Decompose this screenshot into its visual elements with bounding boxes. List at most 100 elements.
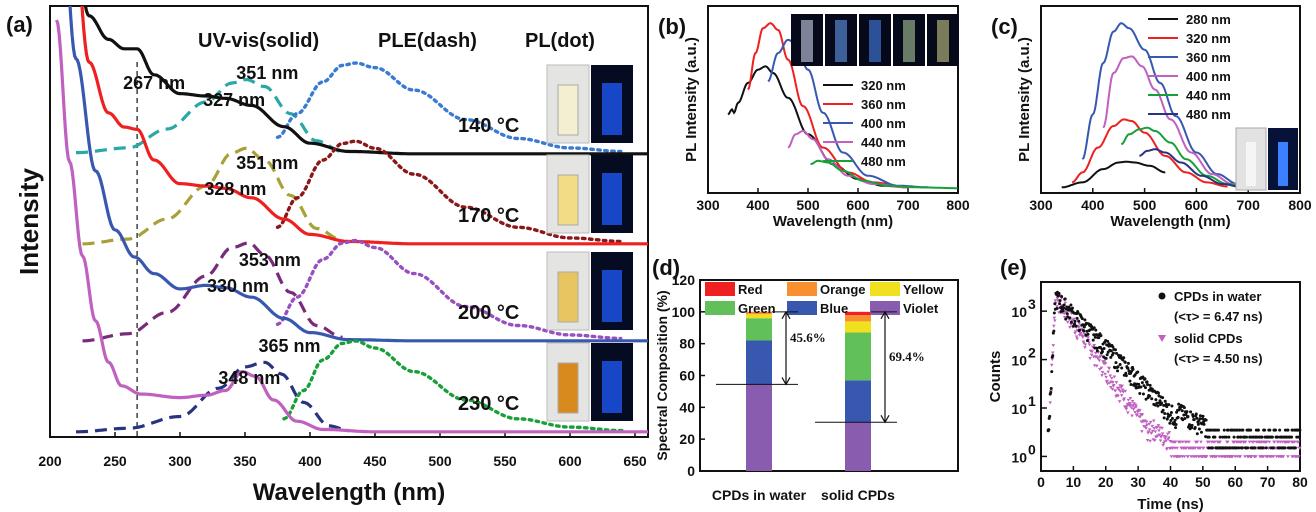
data-point [1165, 447, 1170, 451]
data-point [1286, 455, 1290, 459]
data-point [1145, 380, 1149, 384]
data-point [1239, 435, 1243, 439]
data-point [1126, 366, 1130, 370]
y-axis-label: Counts [987, 351, 1004, 403]
data-point [1186, 415, 1190, 419]
y-tick-label: 10 [1011, 353, 1027, 369]
data-point [1161, 443, 1165, 447]
legend-label: Green [738, 301, 776, 316]
peak-annotation: 353 nm [239, 250, 301, 270]
data-point [1296, 440, 1301, 444]
data-point [1069, 320, 1073, 324]
data-point [1221, 435, 1225, 439]
x-tick-label: 300 [168, 453, 192, 469]
data-point [1111, 345, 1115, 349]
data-point [1109, 355, 1113, 359]
legend-label: 440 nm [1186, 88, 1231, 103]
y-tick-label: 40 [679, 399, 695, 415]
data-point [1130, 414, 1134, 418]
x-tick-label: 80 [1292, 474, 1308, 490]
data-point [1063, 301, 1068, 305]
data-point [1103, 372, 1107, 376]
data-point [1089, 353, 1094, 357]
data-point [1133, 403, 1138, 407]
data-point [1140, 430, 1144, 434]
vial-liquid [557, 174, 579, 226]
x-tick-label: 50 [1195, 474, 1211, 490]
data-point [1141, 392, 1145, 396]
data-point [1128, 379, 1132, 383]
data-point [1125, 405, 1129, 409]
header-ple: PLE(dash) [378, 30, 477, 52]
peak-annotation: 351 nm [236, 153, 298, 173]
data-point [1085, 339, 1089, 343]
peak-annotation: 365 nm [259, 336, 321, 356]
data-point [1213, 440, 1217, 444]
peak-annotation: 330 nm [207, 276, 269, 296]
data-point [1143, 419, 1147, 423]
legend-label: CPDs in water [1174, 289, 1261, 304]
data-point [1087, 343, 1092, 347]
data-point [1209, 428, 1213, 432]
vial-glow [602, 361, 622, 413]
data-point [1128, 402, 1132, 406]
data-point [1156, 391, 1160, 395]
legend-label: 360 nm [861, 97, 906, 112]
data-point [1081, 335, 1085, 339]
data-point [1112, 375, 1117, 379]
ple-curve [76, 360, 350, 434]
data-point [1183, 417, 1187, 421]
data-point [1104, 375, 1108, 379]
legend-marker [1158, 292, 1166, 300]
data-point [1095, 364, 1099, 368]
data-point [1293, 446, 1297, 450]
data-point [1052, 316, 1057, 320]
data-point [1218, 440, 1222, 444]
data-point [1247, 440, 1252, 444]
data-point [1165, 432, 1170, 436]
data-point [1286, 446, 1290, 450]
data-point [1195, 416, 1199, 420]
data-point [1139, 385, 1143, 389]
data-point [1267, 440, 1272, 444]
data-point [1110, 376, 1114, 380]
data-point [1092, 333, 1096, 337]
x-tick-label: 250 [103, 453, 127, 469]
data-point [1065, 312, 1069, 316]
data-point [1075, 316, 1079, 320]
data-point [1102, 347, 1106, 351]
data-point [1082, 329, 1086, 333]
data-point [1271, 446, 1275, 450]
vial-glow [602, 270, 622, 322]
data-point [1062, 312, 1066, 316]
data-point [1088, 356, 1092, 360]
data-point [1249, 455, 1254, 459]
data-point [1186, 455, 1190, 459]
data-point [1078, 331, 1083, 335]
data-point [1173, 418, 1177, 422]
legend-label: Orange [820, 282, 866, 297]
data-point [1167, 436, 1171, 440]
vial-glow [602, 83, 622, 135]
data-point [1137, 382, 1141, 386]
data-point [1097, 359, 1102, 363]
data-point [1109, 385, 1113, 389]
data-point [1103, 362, 1108, 366]
data-point [1072, 317, 1076, 321]
data-point [1235, 446, 1239, 450]
data-point [1230, 455, 1235, 459]
ple-curve [76, 78, 342, 155]
bar-segment [845, 422, 871, 471]
data-point [1254, 455, 1258, 459]
bar-segment [845, 315, 871, 322]
temperature-label: 230 °C [458, 393, 519, 415]
data-point [1056, 294, 1060, 298]
data-point [1148, 394, 1152, 398]
data-point [1134, 405, 1138, 409]
data-point [1108, 374, 1113, 378]
legend-label: Yellow [903, 282, 944, 297]
data-point [1114, 351, 1118, 355]
data-point [1055, 307, 1059, 311]
data-point [1051, 354, 1055, 358]
data-point [1291, 428, 1295, 432]
